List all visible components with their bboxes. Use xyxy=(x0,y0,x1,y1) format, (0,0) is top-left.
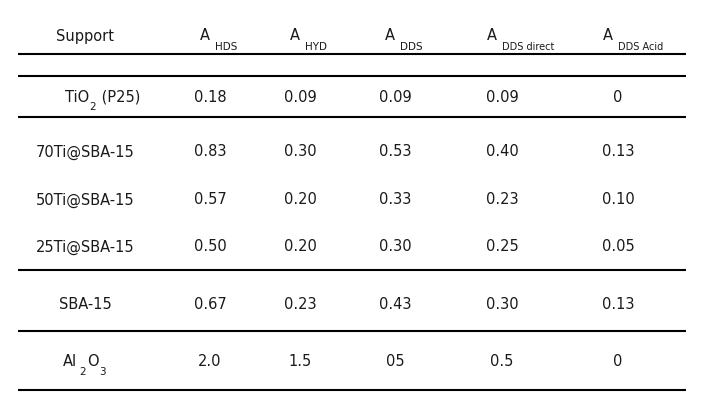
Text: O: O xyxy=(87,354,99,369)
Text: DDS: DDS xyxy=(400,42,422,52)
Text: 0.09: 0.09 xyxy=(486,89,518,104)
Text: 0.25: 0.25 xyxy=(486,239,518,254)
Text: 70Ti@SBA-15: 70Ti@SBA-15 xyxy=(36,144,134,159)
Text: 0.40: 0.40 xyxy=(486,144,518,159)
Text: 2: 2 xyxy=(89,102,96,112)
Text: 0.83: 0.83 xyxy=(194,144,226,159)
Text: 2.0: 2.0 xyxy=(199,354,222,369)
Text: HDS: HDS xyxy=(215,42,237,52)
Text: SBA-15: SBA-15 xyxy=(58,297,111,312)
Text: A: A xyxy=(487,28,497,43)
Text: 0.13: 0.13 xyxy=(602,144,634,159)
Text: DDS direct: DDS direct xyxy=(502,42,554,52)
Text: 0.30: 0.30 xyxy=(379,239,411,254)
Text: Support: Support xyxy=(56,28,114,43)
Text: A: A xyxy=(200,28,210,43)
Text: Al: Al xyxy=(63,354,77,369)
Text: A: A xyxy=(290,28,300,43)
Text: HYD: HYD xyxy=(305,42,327,52)
Text: 0.18: 0.18 xyxy=(194,89,226,104)
Text: 2: 2 xyxy=(79,366,86,376)
Text: 0.67: 0.67 xyxy=(194,297,227,312)
Text: 0.53: 0.53 xyxy=(379,144,411,159)
Text: TiO: TiO xyxy=(65,89,89,104)
Text: 0.20: 0.20 xyxy=(284,239,316,254)
Text: 0.23: 0.23 xyxy=(486,192,518,207)
Text: A: A xyxy=(385,28,395,43)
Text: 0.13: 0.13 xyxy=(602,297,634,312)
Text: 25Ti@SBA-15: 25Ti@SBA-15 xyxy=(36,239,134,254)
Text: 0.50: 0.50 xyxy=(194,239,227,254)
Text: 0.20: 0.20 xyxy=(284,192,316,207)
Text: 0.10: 0.10 xyxy=(602,192,634,207)
Text: 1.5: 1.5 xyxy=(289,354,312,369)
Text: 0.05: 0.05 xyxy=(602,239,634,254)
Text: 0.5: 0.5 xyxy=(490,354,514,369)
Text: (P25): (P25) xyxy=(97,89,140,104)
Text: 0.09: 0.09 xyxy=(284,89,316,104)
Text: 0.23: 0.23 xyxy=(284,297,316,312)
Text: 0: 0 xyxy=(613,89,622,104)
Text: DDS Acid: DDS Acid xyxy=(618,42,663,52)
Text: 0.09: 0.09 xyxy=(379,89,411,104)
Text: 50Ti@SBA-15: 50Ti@SBA-15 xyxy=(36,192,134,207)
Text: 3: 3 xyxy=(99,366,106,376)
Text: 0.30: 0.30 xyxy=(284,144,316,159)
Text: A: A xyxy=(603,28,613,43)
Text: 0: 0 xyxy=(613,354,622,369)
Text: 0.33: 0.33 xyxy=(379,192,411,207)
Text: 0.43: 0.43 xyxy=(379,297,411,312)
Text: 05: 05 xyxy=(386,354,404,369)
Text: 0.57: 0.57 xyxy=(194,192,227,207)
Text: 0.30: 0.30 xyxy=(486,297,518,312)
